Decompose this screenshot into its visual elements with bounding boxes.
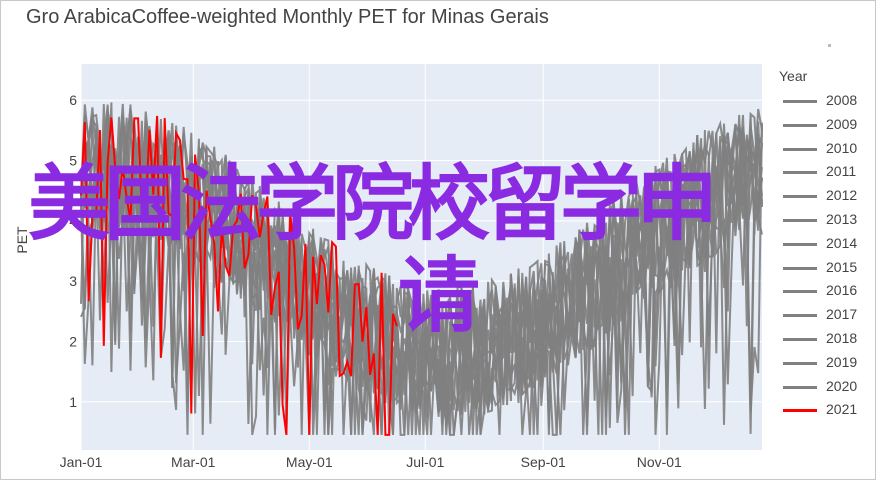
x-tick-label: Nov-01 — [637, 454, 682, 470]
x-tick-label: Jul-01 — [406, 454, 444, 470]
legend-item-2013[interactable]: 2013 — [781, 209, 871, 233]
legend-swatch — [783, 314, 817, 318]
legend-swatch — [783, 123, 817, 127]
legend: 2008 2009 2010 2011 2012 2013 2014 2015 2016 2017… — [781, 90, 871, 423]
legend-label: 2019 — [826, 353, 858, 370]
legend-label: 2021 — [826, 401, 858, 418]
y-tick-label: 1 — [69, 394, 77, 410]
legend-item-2011[interactable]: 2011 — [781, 161, 871, 185]
y-tick-labels: 1 2 3 4 5 6 — [69, 92, 77, 410]
legend-swatch — [783, 242, 817, 246]
legend-swatch — [783, 100, 817, 103]
legend-swatch — [783, 195, 817, 199]
legend-swatch — [783, 218, 817, 222]
legend-item-2016[interactable]: 2016 — [781, 280, 871, 304]
legend-swatch — [783, 290, 817, 294]
legend-label: 2017 — [826, 306, 858, 323]
series-line-2021[interactable] — [80, 115, 398, 436]
legend-item-2008[interactable]: 2008 — [781, 90, 871, 114]
y-tick-label: 2 — [69, 333, 77, 349]
legend-item-2021[interactable]: 2021 — [781, 399, 871, 423]
y-tick-label: 6 — [69, 92, 77, 108]
legend-label: 2018 — [826, 329, 858, 346]
legend-swatch — [783, 171, 817, 175]
legend-item-2019[interactable]: 2019 — [781, 352, 871, 376]
legend-swatch — [783, 385, 817, 389]
legend-label: 2011 — [826, 163, 857, 180]
legend-label: 2008 — [826, 92, 858, 108]
series-lines — [80, 102, 763, 436]
legend-swatch — [783, 409, 817, 413]
legend-item-2014[interactable]: 2014 — [781, 233, 871, 257]
x-tick-label: May-01 — [286, 454, 333, 470]
modebar-icon[interactable] — [828, 44, 831, 47]
legend-swatch — [783, 147, 817, 151]
legend-item-2009[interactable]: 2009 — [781, 114, 871, 138]
legend-title: Year — [779, 68, 808, 84]
legend-item-2020[interactable]: 2020 — [781, 376, 871, 400]
y-tick-label: 3 — [69, 273, 77, 289]
legend-swatch — [783, 337, 817, 341]
legend-item-2015[interactable]: 2015 — [781, 257, 871, 281]
legend-label: 2010 — [826, 139, 858, 156]
legend-item-2017[interactable]: 2017 — [781, 304, 871, 328]
x-tick-labels: Jan-01 Mar-01 May-01 Jul-01 Sep-01 Nov-01 — [60, 454, 682, 470]
legend-label: 2014 — [826, 234, 858, 251]
legend-item-2012[interactable]: 2012 — [781, 185, 871, 209]
legend-label: 2009 — [826, 115, 858, 132]
legend-item-2010[interactable]: 2010 — [781, 138, 871, 162]
legend-swatch — [783, 266, 817, 270]
legend-item-2018[interactable]: 2018 — [781, 328, 871, 352]
legend-swatch — [783, 361, 817, 365]
y-tick-label: 5 — [69, 153, 77, 169]
x-tick-label: Sep-01 — [521, 454, 566, 470]
chart-title: Gro ArabicaCoffee-weighted Monthly PET f… — [26, 6, 549, 28]
x-tick-label: Jan-01 — [60, 454, 103, 470]
x-tick-label: Mar-01 — [171, 454, 216, 470]
legend-label: 2012 — [826, 187, 858, 204]
legend-label: 2013 — [826, 210, 858, 227]
y-tick-label: 4 — [69, 213, 77, 229]
legend-label: 2016 — [826, 282, 858, 299]
legend-label: 2020 — [826, 377, 858, 394]
legend-label: 2015 — [826, 258, 858, 275]
